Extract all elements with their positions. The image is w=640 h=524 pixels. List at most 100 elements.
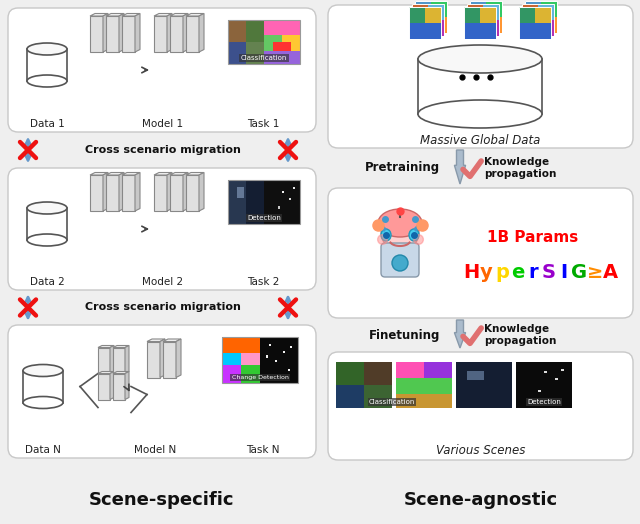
Polygon shape: [154, 14, 172, 16]
Ellipse shape: [418, 45, 542, 73]
Text: Cross scenario migration: Cross scenario migration: [85, 302, 241, 312]
Text: Task 2: Task 2: [247, 277, 279, 287]
Polygon shape: [103, 14, 108, 52]
Text: Scene-agnostic: Scene-agnostic: [403, 491, 557, 509]
Text: Data 2: Data 2: [29, 277, 65, 287]
Text: A: A: [603, 264, 618, 282]
Polygon shape: [106, 16, 119, 52]
Bar: [525, 1, 557, 33]
Text: Knowledge
propagation: Knowledge propagation: [484, 324, 556, 346]
Polygon shape: [125, 345, 129, 374]
Bar: [228, 20, 300, 64]
Ellipse shape: [23, 397, 63, 409]
FancyBboxPatch shape: [328, 5, 633, 148]
Bar: [228, 180, 300, 224]
Polygon shape: [122, 14, 140, 16]
Text: ≥: ≥: [587, 264, 603, 282]
Polygon shape: [186, 16, 199, 52]
Text: S: S: [541, 264, 556, 282]
Text: Scene-specific: Scene-specific: [89, 491, 235, 509]
Text: Model 2: Model 2: [143, 277, 184, 287]
Polygon shape: [199, 172, 204, 211]
Polygon shape: [183, 14, 188, 52]
Polygon shape: [23, 370, 63, 402]
Polygon shape: [27, 49, 67, 81]
Bar: [412, 4, 444, 36]
Polygon shape: [163, 339, 181, 342]
Polygon shape: [163, 342, 176, 377]
Bar: [222, 337, 298, 383]
Text: Cross scenario migration: Cross scenario migration: [85, 145, 241, 155]
Text: Task N: Task N: [246, 445, 280, 455]
Polygon shape: [154, 16, 167, 52]
Text: Change Detection: Change Detection: [232, 375, 289, 380]
Polygon shape: [199, 14, 204, 52]
Polygon shape: [135, 172, 140, 211]
Text: Model 1: Model 1: [143, 119, 184, 129]
Polygon shape: [113, 372, 129, 374]
Text: Massive Global Data: Massive Global Data: [420, 134, 540, 147]
Text: G: G: [572, 264, 588, 282]
Text: Data 1: Data 1: [29, 119, 65, 129]
FancyBboxPatch shape: [328, 188, 633, 318]
Ellipse shape: [392, 255, 408, 271]
Text: p: p: [495, 264, 509, 282]
Polygon shape: [113, 347, 125, 374]
Polygon shape: [154, 175, 167, 211]
Text: Finetuning: Finetuning: [369, 329, 440, 342]
Text: H: H: [463, 264, 479, 282]
Polygon shape: [454, 320, 466, 348]
Text: Task 1: Task 1: [247, 119, 279, 129]
Polygon shape: [98, 372, 114, 374]
Polygon shape: [154, 172, 172, 175]
Polygon shape: [183, 172, 188, 211]
Polygon shape: [106, 175, 119, 211]
Polygon shape: [98, 347, 110, 374]
Ellipse shape: [418, 100, 542, 128]
Polygon shape: [167, 14, 172, 52]
Polygon shape: [106, 172, 124, 175]
Polygon shape: [125, 372, 129, 399]
Polygon shape: [119, 14, 124, 52]
Polygon shape: [90, 16, 103, 52]
Polygon shape: [90, 175, 103, 211]
Ellipse shape: [381, 210, 419, 252]
FancyBboxPatch shape: [381, 243, 419, 277]
Polygon shape: [90, 14, 108, 16]
Polygon shape: [186, 14, 204, 16]
Text: Pretraining: Pretraining: [365, 161, 440, 174]
Bar: [467, 4, 499, 36]
Text: Classification: Classification: [241, 55, 287, 61]
Text: Model N: Model N: [134, 445, 176, 455]
Text: 1B Params: 1B Params: [488, 231, 579, 246]
Polygon shape: [113, 374, 125, 399]
Ellipse shape: [27, 202, 67, 214]
Polygon shape: [135, 14, 140, 52]
Bar: [522, 4, 554, 36]
Text: Detection: Detection: [247, 215, 281, 221]
Text: I: I: [561, 264, 568, 282]
Polygon shape: [98, 374, 110, 399]
Polygon shape: [90, 172, 108, 175]
Polygon shape: [176, 339, 181, 377]
FancyBboxPatch shape: [8, 168, 316, 290]
Polygon shape: [103, 172, 108, 211]
FancyBboxPatch shape: [8, 8, 316, 132]
Polygon shape: [98, 345, 114, 347]
Polygon shape: [418, 59, 542, 114]
Polygon shape: [113, 345, 129, 347]
Text: r: r: [528, 264, 538, 282]
Text: y: y: [480, 264, 493, 282]
Bar: [464, 7, 496, 39]
Text: Data N: Data N: [25, 445, 61, 455]
Text: Knowledge
propagation: Knowledge propagation: [484, 157, 556, 179]
Ellipse shape: [378, 209, 422, 237]
Polygon shape: [170, 14, 188, 16]
FancyBboxPatch shape: [8, 325, 316, 458]
Polygon shape: [170, 16, 183, 52]
Polygon shape: [147, 342, 160, 377]
Bar: [409, 7, 441, 39]
Polygon shape: [167, 172, 172, 211]
Polygon shape: [454, 150, 466, 184]
Polygon shape: [170, 172, 188, 175]
